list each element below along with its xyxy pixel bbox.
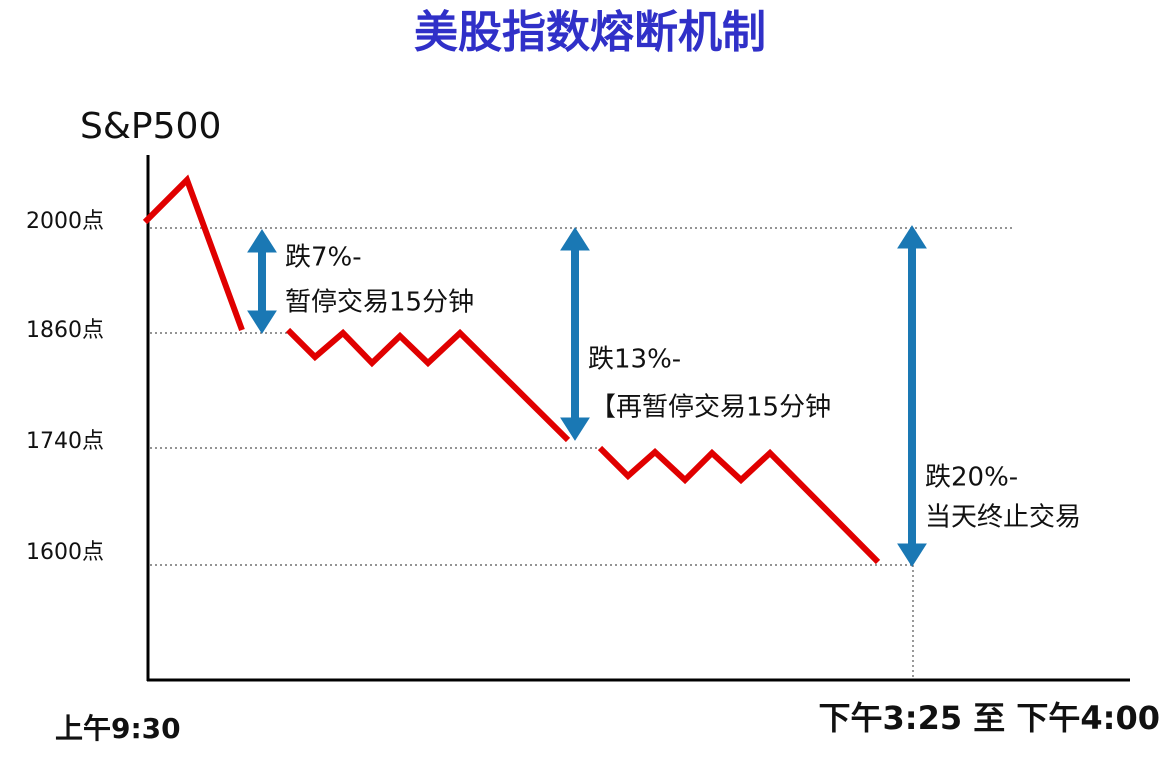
arrow-head: [247, 310, 277, 334]
x-end-label: 下午3:25 至 下午4:00: [819, 699, 1160, 737]
annotation: 跌20%-: [925, 463, 1018, 493]
arrow-head: [560, 227, 590, 251]
y-tick-label: 1740点: [26, 429, 104, 454]
title: 美股指数熔断机制: [414, 7, 766, 58]
x-start-label: 上午9:30: [55, 712, 181, 745]
annotation: 当天终止交易: [925, 503, 1081, 533]
line-segment: [597, 445, 881, 565]
y-tick-label: 1860点: [26, 318, 104, 343]
annotation: 暂停交易15分钟: [285, 288, 474, 318]
annotation: 跌13%-: [588, 345, 681, 375]
axes: [146, 155, 1130, 682]
line-segment: [285, 327, 571, 443]
arrow-head: [897, 543, 927, 567]
arrows: [247, 225, 927, 567]
index-line: [142, 174, 881, 565]
annotation: 【再暂停交易15分钟: [590, 393, 831, 423]
arrow-head: [897, 225, 927, 249]
y-tick-label: 2000点: [26, 209, 104, 234]
y-tick-label: 1600点: [26, 540, 104, 565]
line-segment: [142, 174, 245, 332]
guides: [150, 227, 1012, 680]
y-label: S&P500: [80, 106, 221, 147]
arrow-head: [247, 229, 277, 253]
annotation: 跌7%-: [285, 243, 362, 273]
arrow-head: [560, 417, 590, 441]
